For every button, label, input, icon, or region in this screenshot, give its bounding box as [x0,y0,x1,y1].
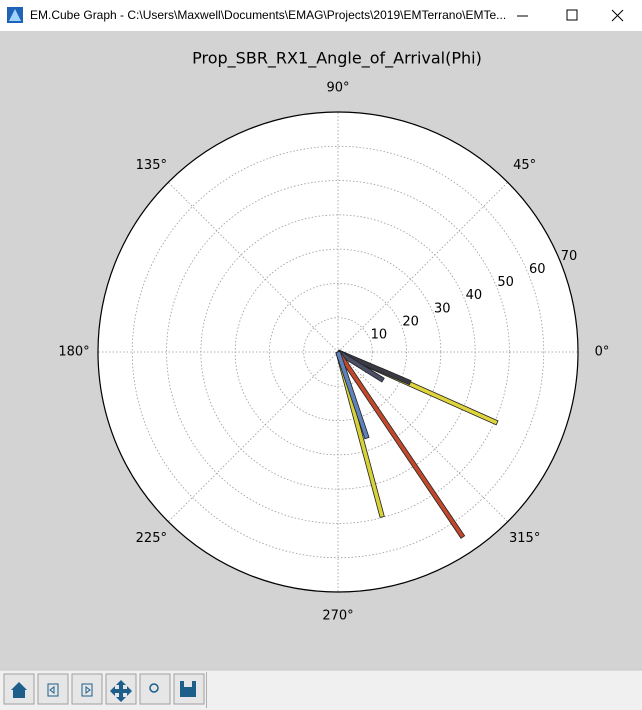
close-button[interactable] [611,9,624,22]
grid-spoke [168,182,339,353]
r-tick-label: 40 [466,288,483,303]
grid-circle [131,145,545,559]
r-tick-label: 10 [371,328,388,343]
window-title: EM.Cube Graph - C:\Users\Maxwell\Documen… [30,8,506,22]
theta-tick-label: 225° [136,531,167,546]
zoom-icon [149,683,159,693]
grid-spoke [337,351,508,522]
grid-spoke [337,182,508,353]
theta-tick-label: 270° [322,609,353,624]
chart-title: Prop_SBR_RX1_Angle_of_Arrival(Phi) [192,49,482,69]
theta-tick-label: 0° [595,345,610,360]
app-icon-glyph [9,9,21,21]
save-icon [180,681,196,697]
title-bar [0,0,642,31]
pan-icon [110,680,132,702]
theta-tick-label: 315° [509,531,540,546]
theta-tick-label: 45° [513,158,536,173]
r-tick-label: 50 [497,275,514,290]
ray [335,350,370,440]
zoom-button[interactable] [139,673,171,705]
back-button[interactable] [37,673,69,705]
home-icon [11,682,27,698]
back-icon [47,683,59,697]
plot-border [97,111,579,593]
theta-tick-label: 90° [326,81,349,96]
maximize-button[interactable] [566,9,578,21]
r-tick-label: 60 [529,262,546,277]
grid-spoke [168,351,339,522]
grid-circle [269,283,407,421]
grid-circle [166,180,510,524]
r-tick-label: 30 [434,301,451,316]
toolbar-separator [206,672,207,708]
forward-button[interactable] [71,673,103,705]
r-tick-label: 20 [402,314,419,329]
forward-icon [81,683,93,697]
grid-circle [303,317,373,387]
polar-plot: 10 20 30 40 50 60 70 0° 45° 90° 135° 180° 225° 270° 31… [58,81,609,624]
theta-tick-label: 135° [136,158,167,173]
toolbar-buttons [3,672,207,708]
r-tick-label: 70 [561,249,578,264]
theta-tick-label: 180° [58,345,89,360]
toolbar-icons [11,680,196,702]
